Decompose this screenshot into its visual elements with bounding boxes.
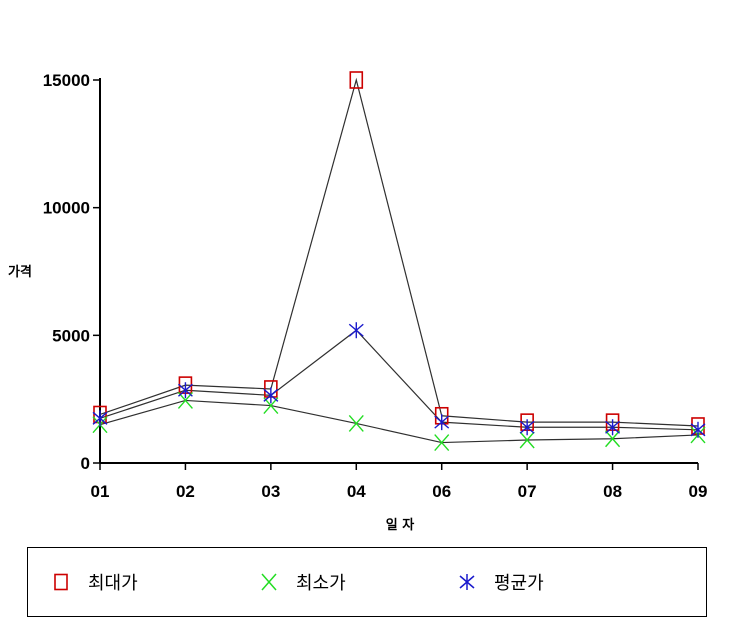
legend-item-min: 최소가 — [260, 548, 346, 616]
x-tick-label: 01 — [91, 482, 110, 501]
legend: 최대가 최소가 평균가 — [27, 547, 707, 617]
asterisk-marker-icon — [459, 574, 475, 590]
x-tick-label: 03 — [261, 482, 280, 501]
data-point-2-7 — [690, 421, 706, 438]
asterisk-marker-stroke — [177, 383, 193, 397]
legend-item-max: 최대가 — [52, 548, 138, 616]
series-line-2 — [99, 329, 699, 431]
data-point-1-3 — [348, 414, 364, 432]
x-marker-stroke — [434, 434, 450, 452]
asterisk-marker-stroke — [348, 323, 364, 337]
legend-item-avg: 평균가 — [458, 548, 544, 616]
legend-label-max: 최대가 — [88, 573, 138, 594]
square-marker — [349, 71, 364, 89]
x-marker-icon — [261, 573, 277, 591]
data-point-1-4 — [434, 434, 450, 452]
data-point-1-5 — [519, 431, 535, 449]
asterisk-marker-stroke — [605, 420, 621, 434]
series-markers — [92, 71, 706, 452]
x-tick-label: 07 — [518, 482, 537, 501]
data-point-2-3 — [348, 322, 364, 339]
series-line-1 — [99, 399, 699, 444]
x-marker-stroke — [605, 430, 621, 448]
asterisk-marker-stroke — [519, 420, 535, 434]
legend-label-min: 최소가 — [296, 573, 346, 594]
x-tick-label: 02 — [176, 482, 195, 501]
series-line-0 — [99, 77, 699, 427]
data-point-2-0 — [92, 410, 108, 427]
y-tick-label: 5000 — [52, 326, 90, 345]
y-tick-label: 15000 — [43, 71, 90, 90]
data-point-1-6 — [605, 430, 621, 448]
data-point-0-3 — [349, 71, 364, 89]
x-marker-stroke — [348, 414, 364, 432]
square-marker-icon — [54, 573, 68, 591]
data-point-2-1 — [177, 382, 193, 399]
asterisk-marker-stroke — [434, 415, 450, 429]
y-tick-label: 0 — [81, 454, 90, 473]
chart-axes: 0 5000 10000 15000 01 02 03 04 06 07 08 09 — [43, 71, 708, 501]
x-marker-stroke — [519, 431, 535, 449]
series-lines — [99, 77, 699, 444]
asterisk-marker-stroke — [263, 388, 279, 402]
x-tick-label: 04 — [347, 482, 366, 501]
x-axis-title: 일 자 — [386, 518, 414, 533]
legend-label-avg: 평균가 — [494, 573, 544, 594]
data-point-2-2 — [263, 387, 279, 404]
x-tick-label: 06 — [432, 482, 451, 501]
line-chart: 0 5000 10000 15000 01 02 03 04 06 07 08 09 가격 일 자 — [8, 71, 708, 533]
x-tick-label: 08 — [603, 482, 622, 501]
data-point-2-5 — [519, 419, 535, 436]
x-tick-label: 09 — [689, 482, 708, 501]
y-axis-title: 가격 — [8, 265, 32, 280]
y-tick-label: 10000 — [43, 199, 90, 218]
data-point-2-4 — [434, 414, 450, 431]
asterisk-marker-stroke — [690, 423, 706, 437]
asterisk-marker-stroke — [92, 411, 108, 425]
data-point-2-6 — [605, 419, 621, 436]
